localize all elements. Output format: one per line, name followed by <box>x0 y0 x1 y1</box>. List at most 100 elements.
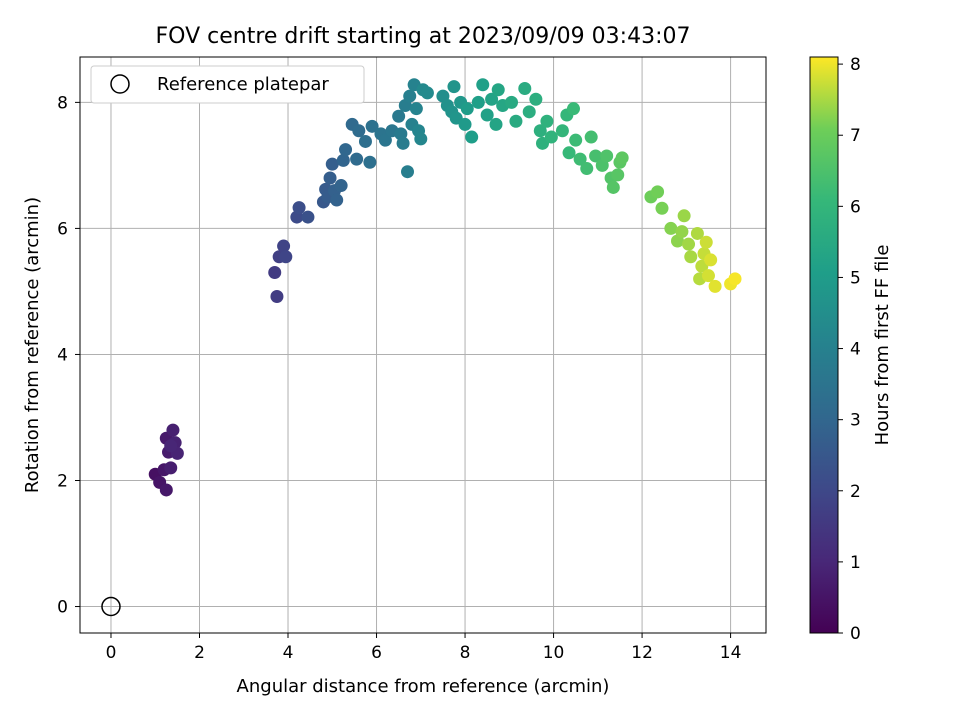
data-points <box>148 78 742 497</box>
data-point <box>651 185 665 199</box>
colorbar-tick-label: 3 <box>850 411 861 431</box>
data-point <box>279 250 293 264</box>
data-point <box>682 237 696 251</box>
data-point <box>509 114 523 128</box>
data-point <box>615 151 629 165</box>
data-point <box>480 108 494 122</box>
data-point <box>352 124 366 138</box>
data-point <box>465 130 479 144</box>
colorbar: 0 1 2 3 4 5 6 7 8 Hours from first FF file <box>809 55 893 644</box>
colorbar-tick-label: 7 <box>850 126 861 146</box>
y-tick-label: 2 <box>57 471 68 491</box>
grid-lines <box>80 57 766 633</box>
legend-box <box>90 65 365 104</box>
data-point <box>562 146 576 160</box>
x-tick-label: 10 <box>543 643 565 663</box>
data-point <box>540 114 554 128</box>
x-axis-ticks: 0 2 4 6 8 10 12 14 <box>106 633 742 663</box>
plot-background <box>80 57 766 633</box>
data-point <box>358 134 372 148</box>
colorbar-tick-label: 8 <box>850 55 861 75</box>
legend-marker <box>110 74 130 94</box>
y-tick-label: 0 <box>57 598 68 618</box>
data-point <box>529 92 543 106</box>
x-axis-label: Angular distance from reference (arcmin) <box>237 676 610 697</box>
data-point <box>401 165 415 179</box>
y-tick-label: 8 <box>57 93 68 113</box>
colorbar-ticks: 0 1 2 3 4 5 6 7 8 <box>838 55 861 644</box>
legend: Reference platepar <box>90 65 365 104</box>
data-point <box>505 95 519 109</box>
data-point <box>339 143 353 157</box>
data-point <box>675 225 689 239</box>
data-point <box>544 130 558 144</box>
x-tick-label: 0 <box>106 643 117 663</box>
data-point <box>606 180 620 194</box>
data-point <box>334 179 348 193</box>
data-point <box>485 92 499 106</box>
data-point <box>569 133 583 147</box>
data-point <box>268 266 282 280</box>
data-point <box>270 289 284 303</box>
y-axis-ticks: 0 2 4 6 8 <box>57 93 80 618</box>
data-point <box>580 162 594 176</box>
data-point <box>164 461 178 475</box>
reference-marker <box>101 596 121 617</box>
x-tick-label: 12 <box>631 643 653 663</box>
data-point <box>677 209 691 223</box>
data-point <box>555 124 569 138</box>
data-point <box>708 279 722 293</box>
data-point <box>611 168 625 182</box>
data-point <box>701 269 715 283</box>
x-tick-label: 4 <box>283 643 294 663</box>
colorbar-gradient <box>809 56 839 634</box>
x-tick-label: 14 <box>720 643 742 663</box>
data-point <box>460 102 474 116</box>
data-point <box>573 152 587 166</box>
data-point <box>323 171 337 185</box>
data-point <box>365 119 379 133</box>
data-point <box>392 109 406 123</box>
colorbar-tick-label: 1 <box>850 553 861 573</box>
data-point <box>414 132 428 146</box>
data-point <box>166 423 180 437</box>
data-point <box>301 210 315 224</box>
data-point <box>491 83 505 97</box>
data-point <box>409 102 423 116</box>
data-point <box>600 149 614 163</box>
y-axis-label: Rotation from reference (arcmin) <box>22 197 43 493</box>
data-point <box>690 226 704 240</box>
plot-frame <box>79 56 767 634</box>
y-tick-label: 6 <box>57 219 68 239</box>
data-point <box>566 102 580 116</box>
data-point <box>350 152 364 166</box>
x-tick-label: 8 <box>460 643 471 663</box>
data-point <box>164 439 178 453</box>
data-point <box>378 133 392 147</box>
data-point <box>277 239 291 253</box>
data-point <box>159 483 173 497</box>
chart-title: FOV centre drift starting at 2023/09/09 … <box>156 24 691 49</box>
data-point <box>458 117 472 131</box>
data-point <box>476 78 490 92</box>
y-tick-label: 4 <box>57 345 68 365</box>
data-point <box>330 193 344 207</box>
legend-entry-reference: Reference platepar <box>157 74 329 95</box>
data-point <box>728 272 742 286</box>
data-point <box>403 89 417 103</box>
data-point <box>325 157 339 171</box>
data-point <box>420 86 434 100</box>
data-point <box>292 201 306 215</box>
data-point <box>699 235 713 249</box>
colorbar-tick-label: 0 <box>850 624 861 644</box>
data-point <box>589 149 603 163</box>
data-point <box>655 201 669 215</box>
colorbar-tick-label: 6 <box>850 197 861 217</box>
data-point <box>533 124 547 138</box>
data-point <box>489 117 503 131</box>
data-point <box>336 153 350 167</box>
data-point <box>684 250 698 264</box>
data-point <box>522 105 536 119</box>
data-point <box>704 253 718 267</box>
